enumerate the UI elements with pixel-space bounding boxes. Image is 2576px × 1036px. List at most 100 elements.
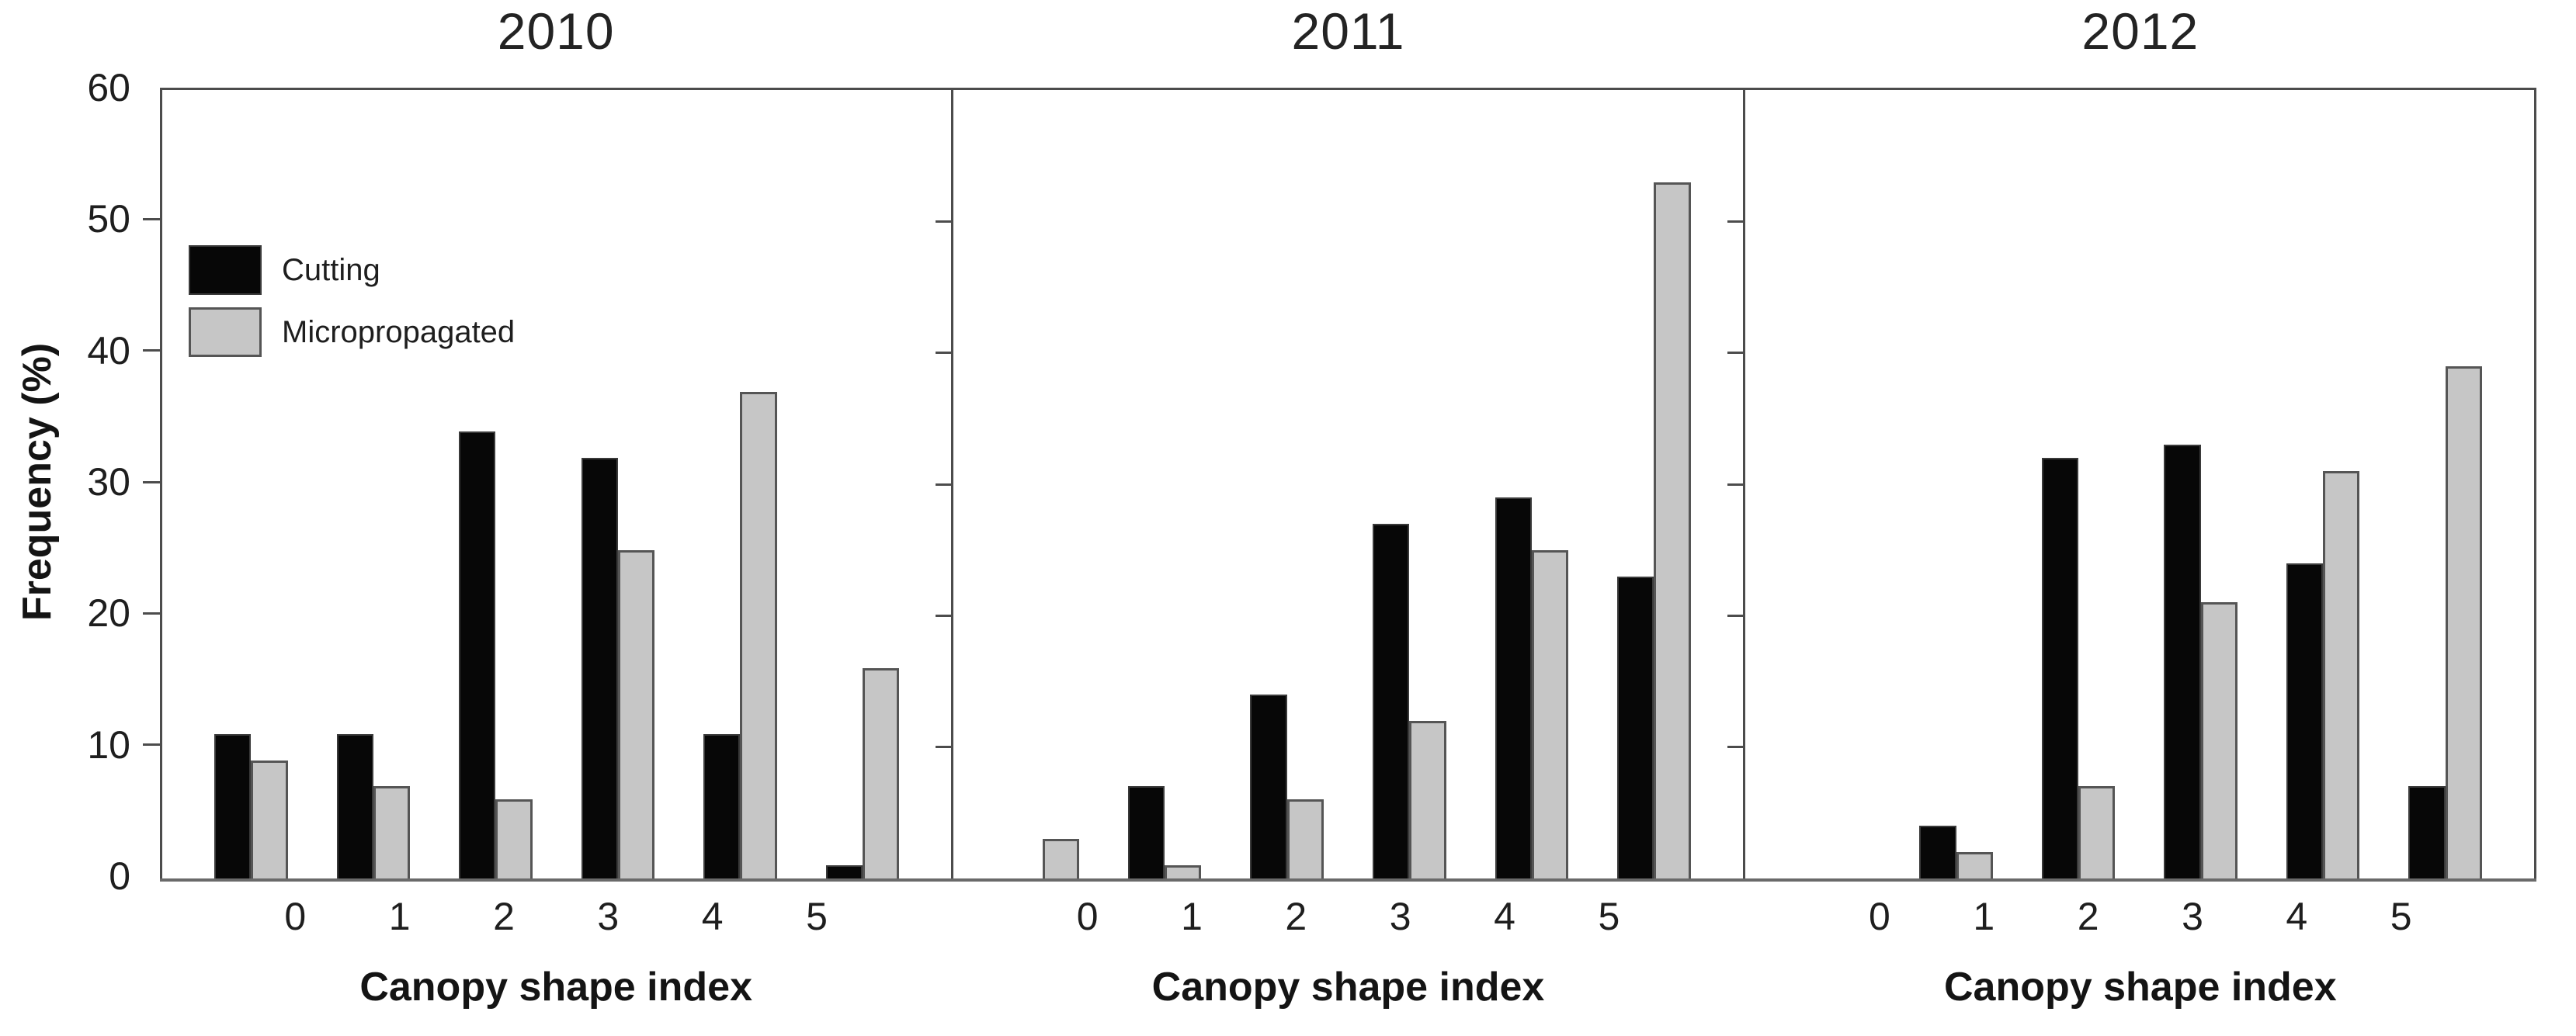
bar-micropropagated-2012-x3 [2200,602,2238,878]
bar-cutting-2010-x1 [336,733,373,878]
y-axis: 0 10 20 30 40 50 60 [0,68,161,896]
x-tick-label: 4 [2286,895,2308,938]
panel-2010: Cutting Micropropagated [160,90,951,878]
bar-group-2011-5 [1593,90,1716,878]
y-tick-mark [143,217,161,220]
x-tick-label: 2 [493,895,515,938]
x-tick-label: 3 [2182,895,2203,938]
y-tick-mark [143,612,161,615]
panel-boundary-tick [936,220,952,223]
legend-row-cutting: Cutting [189,245,515,295]
bar-group-2012-1 [1895,90,2018,878]
y-tick-mark [143,349,161,352]
bar-group-2010-3 [557,90,679,878]
x-axis-titles-row: Canopy shape index Canopy shape index Ca… [160,964,2536,1010]
bar-cutting-2012-x4 [2286,563,2324,878]
x-category-labels-row: 0 1 2 3 4 5 0 1 2 3 4 5 0 1 2 3 4 5 [160,894,2536,939]
y-tick-label: 40 [87,328,130,372]
bar-micropropagated-2012-x5 [2445,366,2482,878]
y-tick-label: 60 [87,66,130,109]
x-tick-label: 1 [388,895,411,938]
x-axis-title-2011: Canopy shape index [1151,965,1545,1010]
bar-micropropagated-2012-x4 [2323,471,2360,878]
bar-micropropagated-2010-x3 [617,549,655,878]
panel-titles-row: 2010 2011 2012 [160,2,2536,61]
panel-boundary-tick [1727,483,1743,486]
bar-cutting-2010-x5 [825,865,863,878]
bar-group-2010-5 [801,90,924,878]
bar-group-2011-1 [1103,90,1226,878]
panel-title-2011: 2011 [1291,2,1405,60]
bar-micropropagated-2011-x4 [1531,549,1569,878]
legend-row-micropropagated: Micropropagated [189,307,515,357]
panel-2011 [936,90,1742,878]
bar-cutting-2011-x4 [1495,497,1532,878]
bar-micropropagated-2010-x4 [740,392,777,878]
bar-cutting-2011-x1 [1127,786,1165,878]
y-tick-label: 30 [87,460,130,504]
x-tick-label: 1 [1973,895,1995,938]
legend-label-micropropagated: Micropropagated [282,314,516,349]
bars-2011 [981,90,1715,878]
x-tick-label: 2 [1285,895,1307,938]
bar-cutting-2011-x5 [1617,576,1654,878]
y-tick-mark [143,480,161,483]
panel-boundary-tick [1727,220,1743,223]
x-axis-title-2012: Canopy shape index [1943,965,2337,1010]
bar-group-2012-4 [2262,90,2384,878]
bar-cutting-2010-x3 [581,458,618,878]
bar-cutting-2010-x0 [214,733,252,878]
legend: Cutting Micropropagated [189,245,515,369]
bar-micropropagated-2011-x3 [1409,720,1446,878]
x-tick-label: 5 [1598,895,1620,938]
x-tick-label: 3 [597,895,620,938]
x-axis-title-2010: Canopy shape index [359,965,752,1010]
bar-micropropagated-2010-x2 [495,799,533,878]
bar-micropropagated-2011-x2 [1286,799,1324,878]
bar-group-2011-2 [1226,90,1349,878]
bar-group-2011-4 [1470,90,1593,878]
panel-boundary-tick [1727,352,1743,355]
x-categories-2011: 0 1 2 3 4 5 [952,894,1744,939]
y-tick-label: 50 [87,197,130,241]
bar-micropropagated-2012-x2 [2078,786,2116,878]
y-tick-label: 0 [109,854,130,898]
panel-boundary-tick [936,614,952,617]
x-tick-label: 3 [1389,895,1411,938]
bar-group-2010-0 [190,90,313,878]
panel-boundary-tick [936,483,952,486]
y-tick-mark [143,743,161,747]
bar-cutting-2010-x4 [703,733,741,878]
bar-group-2012-3 [2140,90,2262,878]
bar-cutting-2010-x2 [459,431,496,878]
bar-micropropagated-2010-x0 [251,760,288,878]
bar-micropropagated-2010-x5 [862,668,900,878]
bar-group-2011-0 [981,90,1104,878]
bar-micropropagated-2010-x1 [373,786,411,878]
panel-2012 [1727,90,2536,878]
x-tick-label: 5 [806,895,828,938]
bar-cutting-2012-x1 [1919,826,1956,878]
bar-group-2010-1 [312,90,435,878]
panel-title-2012: 2012 [2081,2,2199,60]
bar-group-2012-2 [2017,90,2140,878]
bars-2010 [190,90,924,878]
x-tick-label: 5 [2390,895,2412,938]
panel-boundary-tick [936,746,952,749]
y-tick-label: 10 [87,722,130,767]
x-tick-label: 0 [1869,895,1890,938]
x-tick-label: 4 [701,895,724,938]
bars-2012 [1772,90,2506,878]
x-tick-label: 2 [2077,895,2099,938]
bar-cutting-2011-x3 [1373,523,1410,878]
bar-micropropagated-2012-x1 [1956,852,1993,878]
bar-cutting-2011-x2 [1250,694,1287,878]
bar-group-2012-5 [2384,90,2507,878]
bar-cutting-2012-x5 [2408,786,2446,878]
bar-cutting-2012-x2 [2041,458,2079,878]
panel-boundary-tick [1727,746,1743,749]
bar-cutting-2012-x3 [2164,445,2201,878]
x-tick-label: 0 [284,895,307,938]
bar-group-2010-2 [435,90,557,878]
bar-group-2011-3 [1348,90,1470,878]
